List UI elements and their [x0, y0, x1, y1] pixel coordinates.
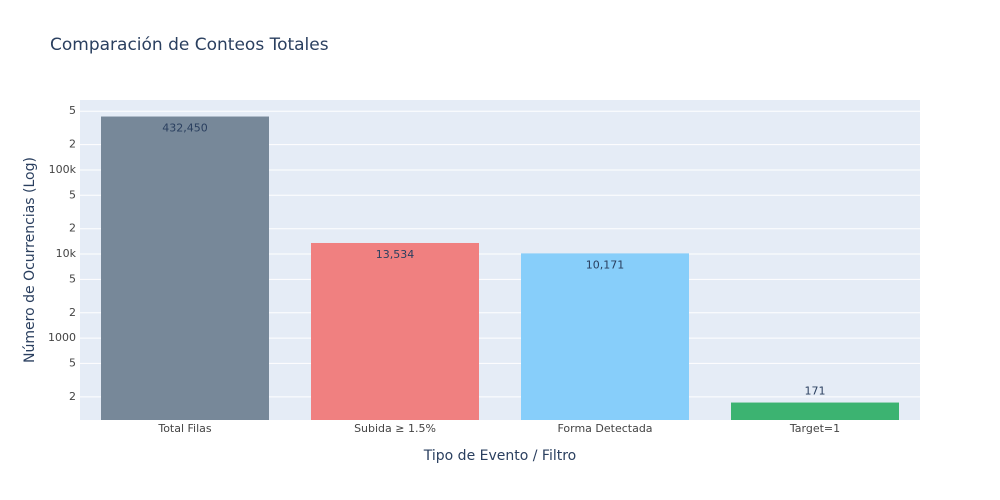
y-tick-label: 100k [49, 163, 77, 176]
bar [101, 116, 269, 420]
y-tick-label: 2 [69, 222, 76, 235]
value-label: 10,171 [586, 258, 625, 271]
y-tick-label: 2 [69, 138, 76, 151]
x-tick-label: Forma Detectada [557, 422, 652, 435]
y-tick-label: 2 [69, 306, 76, 319]
y-tick-label: 5 [69, 272, 76, 285]
bar [731, 402, 899, 420]
y-axis-title: Número de Ocurrencias (Log) [22, 157, 38, 363]
y-tick-label: 5 [69, 104, 76, 117]
x-tick-label: Target=1 [789, 422, 840, 435]
value-label: 171 [805, 385, 826, 398]
y-tick-label: 5 [69, 188, 76, 201]
x-axis-title: Tipo de Evento / Filtro [423, 448, 576, 464]
x-tick-label: Total Filas [157, 422, 212, 435]
value-label: 432,450 [162, 122, 208, 135]
y-tick-label: 1000 [48, 331, 76, 344]
bar [311, 242, 479, 420]
chart-title: Comparación de Conteos Totales [50, 35, 329, 55]
bar [521, 253, 689, 420]
x-tick-label: Subida ≥ 1.5% [354, 422, 436, 435]
value-label: 13,534 [376, 248, 415, 261]
y-tick-label: 10k [56, 247, 77, 260]
y-tick-label: 2 [69, 390, 76, 403]
y-tick-label: 5 [69, 356, 76, 369]
